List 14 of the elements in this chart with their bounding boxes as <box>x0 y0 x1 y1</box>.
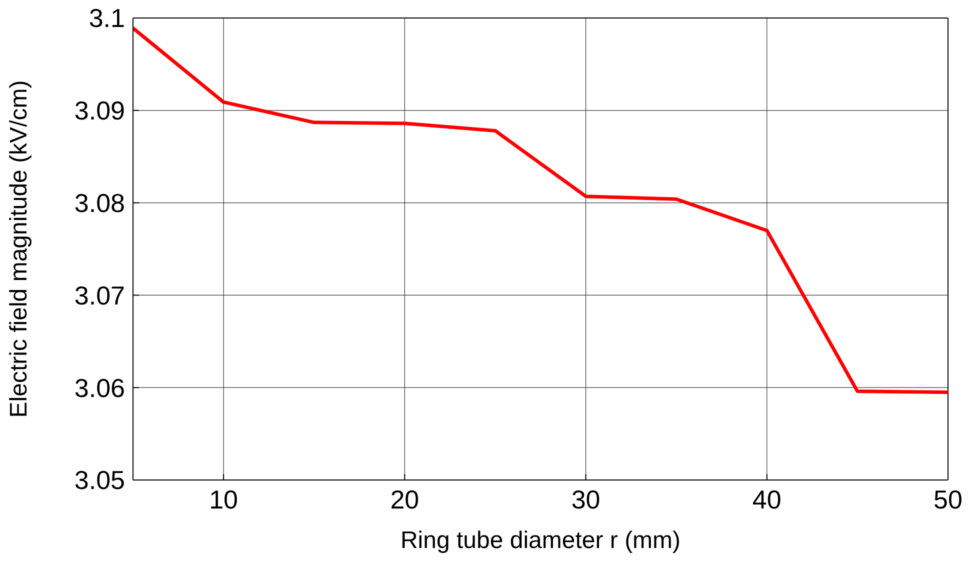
line-series <box>133 26 948 394</box>
x-tick-label: 50 <box>934 484 962 514</box>
x-axis-title: Ring tube diameter r (mm) <box>400 527 681 554</box>
x-tick-label: 10 <box>209 484 238 514</box>
y-tick-label: 3.06 <box>74 372 125 403</box>
x-tick-label: 40 <box>752 484 782 514</box>
x-tick-label: 30 <box>571 484 600 514</box>
y-tick-label: 3.08 <box>74 188 125 218</box>
x-tick-label: 20 <box>390 484 420 514</box>
y-axis-title: Electric field magnitude (kV/cm) <box>6 80 33 418</box>
y-tick-label: 3.07 <box>74 280 125 310</box>
y-tick-label: 3.1 <box>88 3 125 34</box>
y-tick-label: 3.09 <box>74 96 125 126</box>
y-tick-label: 3.05 <box>74 465 125 496</box>
